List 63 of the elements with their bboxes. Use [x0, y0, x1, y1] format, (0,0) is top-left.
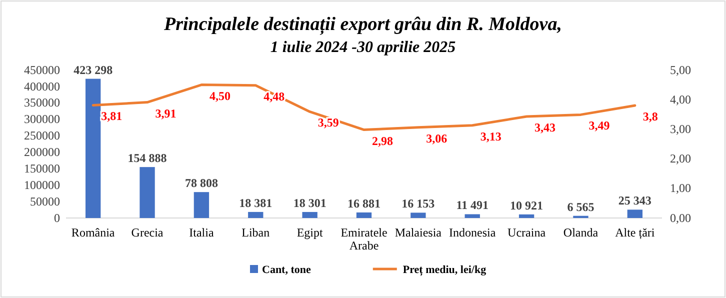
- data-label: 16 881: [348, 196, 380, 210]
- line-series: [92, 84, 636, 132]
- chart-title: Principalele destinații export grâu din R. Moldova,: [163, 14, 562, 35]
- data-label: 18 381: [239, 196, 272, 210]
- y-tick-label: 300000: [24, 112, 60, 126]
- data-label: 25 343: [618, 194, 652, 208]
- data-label: 6 565: [567, 200, 594, 214]
- bar: [464, 214, 480, 218]
- x-tick-label: Grecia: [131, 226, 164, 240]
- data-label: 423 298: [74, 62, 113, 77]
- x-tick-label: Alte țări: [615, 226, 656, 240]
- y2-tick-label: 0,00: [670, 210, 691, 225]
- x-tick-label: Malaiesia: [394, 226, 442, 240]
- y2-tick-label: 3,00: [670, 122, 691, 136]
- y2-tick-label: 1,00: [670, 181, 691, 196]
- y-tick-label: 50000: [30, 194, 60, 208]
- data-label: 18 301: [293, 196, 326, 210]
- bar: [194, 192, 210, 218]
- data-label: 3,13: [480, 129, 502, 144]
- x-tick-label: Egipt: [296, 226, 324, 240]
- bar: [248, 212, 264, 218]
- data-label: 3,59: [318, 116, 339, 130]
- bar: [86, 78, 101, 218]
- bar: [140, 167, 155, 218]
- bar: [356, 212, 372, 218]
- data-label: 3,43: [534, 120, 556, 134]
- legend-label: Cant, tone: [262, 264, 312, 276]
- data-label: 3,49: [588, 118, 610, 133]
- x-tick-label: Indonesia: [449, 226, 496, 240]
- y-tick-label: 200000: [24, 145, 60, 160]
- bar: [302, 212, 318, 218]
- y-tick-label: 0: [54, 210, 60, 225]
- data-label: 78 808: [184, 176, 218, 190]
- data-label: 3,91: [155, 106, 176, 120]
- y2-tick-label: 2,00: [670, 152, 691, 166]
- y-tick-label: 150000: [24, 162, 60, 176]
- data-label: 11 491: [456, 198, 489, 212]
- data-label: 4,50: [209, 88, 230, 103]
- bar: [627, 210, 642, 218]
- bar: [410, 212, 426, 218]
- y-tick-label: 400000: [24, 79, 60, 94]
- x-tick-label: Emiratele Arabe: [340, 226, 388, 253]
- data-label: 3,81: [101, 109, 122, 124]
- data-label: 3,8: [642, 110, 658, 124]
- y-tick-label: 450000: [24, 62, 60, 77]
- x-tick-label: Liban: [242, 226, 270, 240]
- data-label: 154 888: [128, 151, 167, 166]
- y-tick-label: 350000: [24, 96, 60, 110]
- y-tick-label: 250000: [24, 128, 60, 143]
- y2-tick-label: 4,00: [670, 92, 691, 106]
- data-label: 10 921: [510, 198, 544, 212]
- x-tick-label: Olanda: [563, 226, 599, 240]
- x-tick-label: Italia: [189, 226, 214, 240]
- data-label: 16 153: [402, 196, 435, 211]
- data-label: 2,98: [372, 134, 393, 148]
- chart-subtitle: 1 iulie 2024 -30 aprilie 2025: [270, 39, 456, 56]
- bar: [518, 214, 534, 218]
- y-tick-label: 100000: [24, 178, 60, 192]
- x-tick-label: România: [71, 226, 116, 240]
- y2-tick-label: 5,00: [670, 62, 691, 77]
- legend-label: Preț mediu, lei/kg: [402, 264, 487, 276]
- data-label: 3,06: [426, 131, 448, 146]
- x-tick-label: Ucraina: [508, 226, 546, 240]
